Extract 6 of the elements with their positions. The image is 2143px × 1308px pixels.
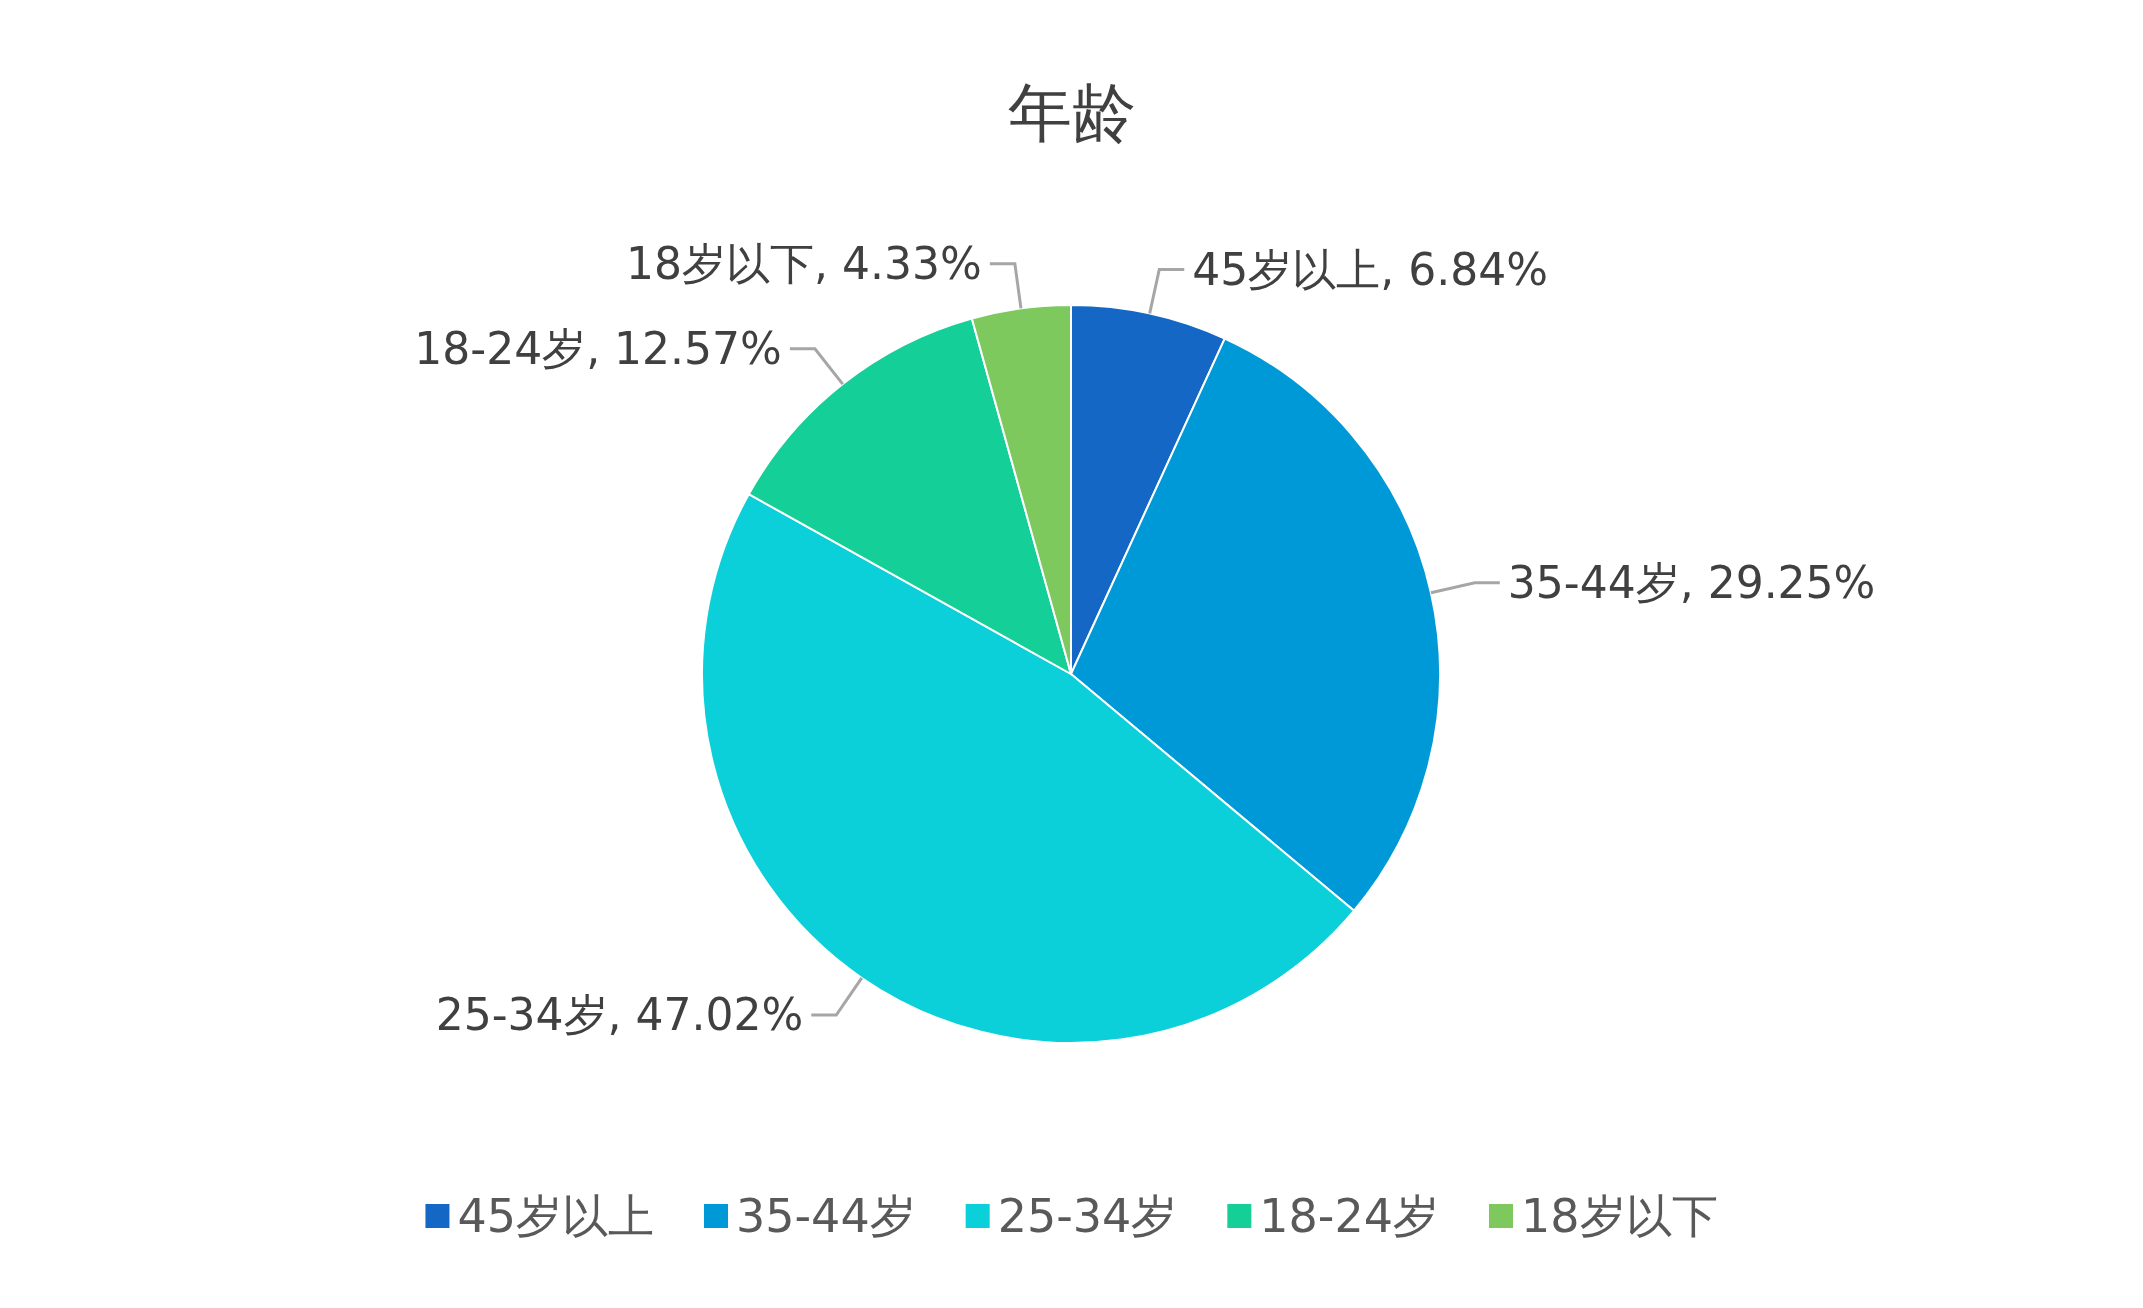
legend-label: 25-34岁 — [997, 1189, 1178, 1243]
title: 年龄 — [1007, 76, 1136, 150]
legend-label: 35-44岁 — [735, 1189, 916, 1243]
legend-label: 18岁以下 — [1521, 1189, 1718, 1243]
legend-label: 18-24岁 — [1259, 1189, 1440, 1243]
legend-label: 45岁以上 — [457, 1189, 654, 1243]
